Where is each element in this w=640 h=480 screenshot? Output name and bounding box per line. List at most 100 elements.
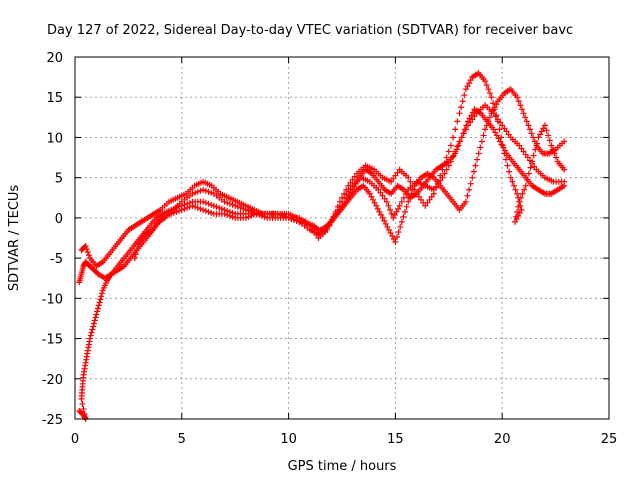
- data-point: [501, 150, 508, 157]
- data-point: [505, 131, 512, 138]
- x-tick-label: 15: [387, 432, 404, 447]
- data-point: [86, 335, 93, 342]
- data-point: [250, 209, 257, 216]
- data-point: [460, 130, 467, 137]
- data-point: [197, 187, 204, 194]
- data-point: [467, 77, 474, 84]
- data-point: [498, 134, 505, 141]
- data-point: [339, 198, 345, 205]
- data-point: [492, 129, 499, 136]
- data-point: [379, 214, 386, 221]
- data-point: [468, 112, 475, 119]
- data-point: [200, 198, 207, 205]
- data-point: [493, 101, 500, 108]
- data-point: [189, 190, 196, 197]
- data-point: [439, 174, 446, 181]
- data-point: [369, 196, 376, 203]
- data-point: [132, 251, 139, 258]
- data-point: [413, 190, 420, 197]
- data-point: [543, 127, 550, 134]
- data-point: [471, 113, 478, 120]
- data-point: [408, 190, 415, 197]
- y-tick-label: -10: [42, 292, 63, 307]
- data-point: [424, 199, 431, 206]
- data-point: [462, 198, 469, 205]
- data-point: [518, 206, 525, 213]
- data-point: [334, 206, 341, 213]
- data-point: [97, 296, 104, 303]
- data-point: [452, 126, 459, 133]
- data-point: [456, 138, 463, 145]
- data-point: [277, 211, 284, 218]
- data-point: [392, 239, 399, 246]
- data-point: [525, 170, 532, 177]
- data-point: [80, 405, 87, 412]
- data-point: [524, 154, 531, 161]
- data-point: [474, 156, 481, 163]
- data-point: [194, 204, 201, 211]
- data-point: [379, 192, 386, 199]
- data-point: [313, 231, 320, 238]
- data-point: [368, 193, 375, 200]
- grid-lines: [75, 57, 609, 419]
- data-point: [398, 218, 405, 225]
- data-point: [381, 195, 388, 202]
- data-point: [84, 249, 91, 256]
- data-point: [240, 205, 247, 212]
- x-tick-label: 20: [494, 432, 511, 447]
- data-point: [397, 223, 404, 230]
- data-point: [522, 182, 529, 189]
- data-point: [376, 208, 383, 215]
- data-point: [521, 186, 528, 193]
- data-point: [186, 203, 193, 210]
- data-point: [533, 140, 540, 147]
- data-point: [551, 150, 558, 157]
- data-point: [478, 138, 485, 145]
- data-point: [373, 202, 380, 209]
- y-tick-label: -15: [42, 333, 63, 348]
- data-point: [90, 320, 97, 327]
- data-point: [518, 145, 525, 152]
- data-point: [548, 142, 555, 149]
- data-point: [532, 146, 539, 153]
- data-point: [469, 174, 476, 181]
- data-point: [208, 201, 215, 208]
- data-point: [347, 185, 354, 192]
- x-axis-label: GPS time / hours: [288, 459, 397, 474]
- data-point: [522, 151, 529, 158]
- data-point: [411, 186, 418, 193]
- data-point: [445, 148, 452, 155]
- x-tick-label: 10: [280, 432, 297, 447]
- data-point: [515, 203, 522, 210]
- data-point: [388, 210, 395, 217]
- plot-frame: [74, 56, 610, 420]
- data-point: [545, 132, 552, 139]
- y-tick-label: 15: [46, 91, 63, 106]
- data-point: [462, 126, 469, 133]
- data-point: [400, 194, 407, 201]
- data-point: [390, 236, 397, 243]
- data-point: [488, 94, 495, 101]
- data-point: [218, 205, 225, 212]
- data-point: [518, 106, 525, 113]
- chart-title: Day 127 of 2022, Sidereal Day-to-day VTE…: [47, 23, 573, 38]
- data-point: [482, 78, 489, 85]
- data-point: [91, 317, 98, 324]
- data-point: [381, 217, 388, 224]
- data-point: [459, 98, 466, 105]
- data-point: [98, 290, 105, 297]
- data-point: [229, 201, 236, 208]
- data-point: [184, 204, 191, 211]
- data-point: [503, 128, 510, 135]
- data-point: [89, 326, 96, 333]
- data-point: [245, 207, 252, 214]
- data-point: [514, 190, 521, 197]
- data-point: [485, 86, 492, 93]
- data-point: [98, 293, 105, 300]
- data-point: [524, 176, 531, 183]
- data-point: [504, 162, 511, 169]
- data-point: [492, 113, 499, 120]
- data-point: [512, 218, 519, 225]
- data-point: [517, 102, 524, 109]
- data-point: [382, 220, 389, 227]
